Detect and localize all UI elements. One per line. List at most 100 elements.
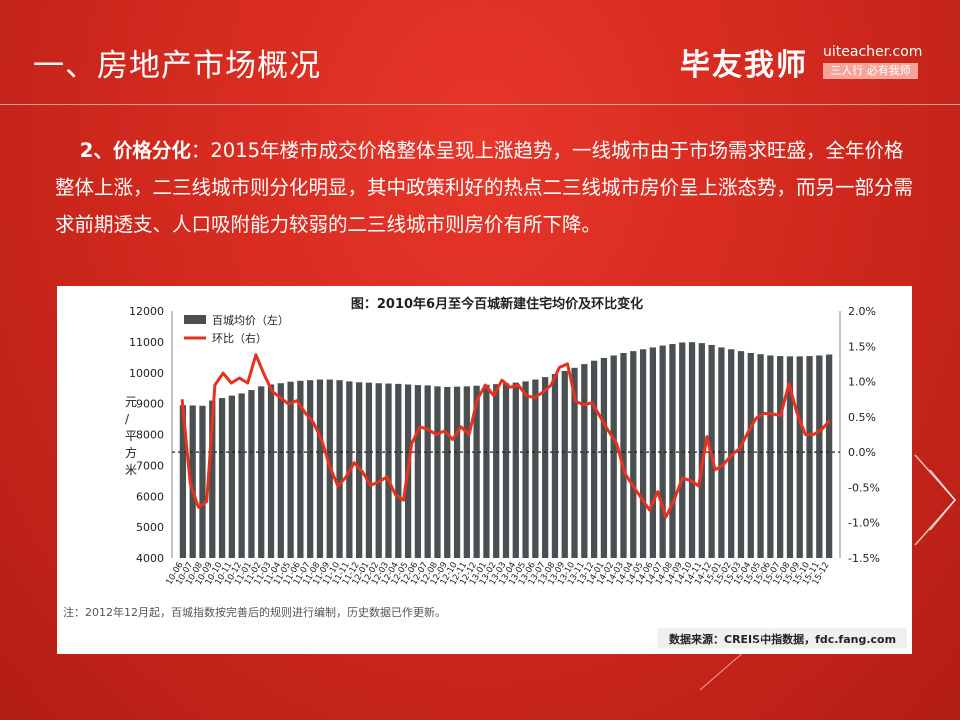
price-bar <box>502 383 510 558</box>
y-left-tick-label: 12000 <box>129 305 164 318</box>
price-bar <box>542 377 549 558</box>
price-bar <box>737 351 745 558</box>
price-bar <box>610 355 617 558</box>
price-bar <box>258 386 265 558</box>
y-left-tick-label: 6000 <box>136 490 164 503</box>
price-bar <box>453 386 461 558</box>
price-bar <box>571 367 578 558</box>
price-bar <box>238 393 245 558</box>
chart-card: 图：2010年6月至今百城新建住宅均价及环比变化 12000 11000 10000… <box>57 286 912 654</box>
price-bar <box>620 352 627 558</box>
price-bar <box>551 373 559 558</box>
price-bar <box>218 398 226 558</box>
price-bar <box>463 386 470 558</box>
y-left-tick-label: 5000 <box>136 521 164 534</box>
price-bar <box>483 384 490 558</box>
y-right-tick-label: -0.5% <box>848 481 880 494</box>
chart-title: 图：2010年6月至今百城新建住宅均价及环比变化 <box>351 296 643 312</box>
price-bar <box>512 382 519 558</box>
price-bar <box>307 380 314 558</box>
y-left-tick-label: 8000 <box>136 429 164 442</box>
y-left-tick-label: 9000 <box>136 398 164 411</box>
y-right-tick-label: 1.5% <box>848 340 876 353</box>
paragraph-colon: ： <box>190 139 211 162</box>
paragraph-body: 2015年楼市成交价格整体呈现上涨趋势，一线城市由于市场需求旺盛，全年价格整体上… <box>55 139 914 236</box>
price-bar <box>199 405 206 558</box>
price-bar <box>522 381 529 558</box>
price-bar <box>267 384 275 558</box>
price-bar <box>444 386 451 558</box>
price-bar <box>189 405 196 558</box>
price-bar <box>277 383 284 558</box>
price-bar <box>718 347 725 558</box>
slide-header: 一、房地产市场概况 毕友我师 uiteacher.com 三人行 必有我师 <box>0 0 960 104</box>
corner-decoration <box>699 454 957 691</box>
page-title: 一、房地产市场概况 <box>33 48 321 84</box>
price-bar <box>816 355 823 558</box>
price-bar <box>287 381 294 558</box>
price-bar <box>600 357 608 558</box>
y-left-tick-label: 10000 <box>129 367 164 380</box>
price-bar <box>493 384 500 558</box>
y-right-tick-label: -1.5% <box>848 552 880 565</box>
price-bar <box>336 380 343 558</box>
header-divider <box>0 104 960 105</box>
price-bar <box>385 383 392 558</box>
price-bar <box>424 385 431 558</box>
source-box <box>657 628 907 648</box>
price-bar <box>316 379 324 558</box>
price-bar <box>375 383 382 558</box>
content-paragraph: 2、价格分化：2015年楼市成交价格整体呈现上涨趋势，一线城市由于市场需求旺盛，… <box>55 132 915 243</box>
y-right-tick-label: 2.0% <box>848 305 876 318</box>
price-bar <box>806 356 813 558</box>
price-bar <box>228 395 235 558</box>
price-bar <box>698 343 705 558</box>
logo-tagline: 三人行 必有我师 <box>823 63 918 79</box>
price-bar <box>777 356 784 558</box>
price-bar <box>630 351 637 558</box>
y-left-tick-label: 7000 <box>136 459 164 472</box>
y-right-tick-label: 1.0% <box>848 376 876 389</box>
chart-note: 注：2012年12月起，百城指数按完善后的规则进行编制，历史数据已作更新。 <box>63 605 446 619</box>
y-left-tick-label: 4000 <box>136 552 164 565</box>
price-bar <box>581 364 588 558</box>
price-bar <box>688 342 696 558</box>
y-right-tick-label: 0.0% <box>848 446 876 459</box>
price-bar <box>825 354 833 558</box>
legend-label-line: 环比（右） <box>212 331 267 345</box>
price-bar <box>561 370 568 558</box>
y-right-tick-label: -1.0% <box>848 517 880 530</box>
paragraph-lead: 2、价格分化 <box>79 139 191 162</box>
chart-legend: 百城均价（左） 环比（右） <box>184 314 289 345</box>
price-bar <box>590 360 598 558</box>
logo-site: uiteacher.com <box>823 44 923 60</box>
logo: 毕友我师 <box>680 48 808 83</box>
y-axis-label: 元/平方米 <box>125 395 137 477</box>
legend-label-bars: 百城均价（左） <box>212 314 289 327</box>
price-bar <box>659 345 666 558</box>
chart-source: 数据来源：CREIS中指数据，fdc.fang.com <box>669 632 896 646</box>
price-bar <box>796 356 803 558</box>
price-bar <box>297 380 304 558</box>
y-right-tick-label: 0.5% <box>848 411 876 424</box>
price-chart: 图：2010年6月至今百城新建住宅均价及环比变化 12000 11000 10000… <box>63 296 907 648</box>
price-bar <box>209 400 216 558</box>
price-bar <box>434 386 441 558</box>
price-bar <box>395 383 402 558</box>
price-bar <box>179 405 187 558</box>
price-bar <box>747 352 754 558</box>
mom-change-line <box>180 353 832 519</box>
price-bar <box>248 390 255 558</box>
price-bar <box>679 342 686 558</box>
price-bar <box>669 344 676 558</box>
price-bar <box>786 356 794 558</box>
price-bar <box>473 385 480 558</box>
price-bar <box>532 379 539 558</box>
price-bar <box>365 382 373 558</box>
price-bar <box>767 355 774 558</box>
price-bar <box>639 349 647 558</box>
price-bar <box>414 385 422 558</box>
y-left-tick-label: 11000 <box>129 336 164 349</box>
legend-swatch-bars <box>184 315 206 324</box>
price-bar <box>757 354 764 558</box>
